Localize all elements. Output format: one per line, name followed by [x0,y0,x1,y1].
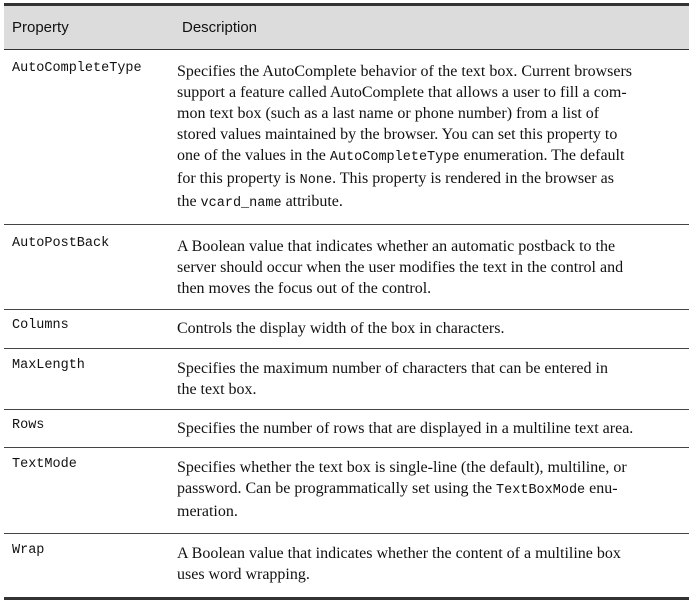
table-body: AutoCompleteType Specifies the AutoComple… [4,50,689,597]
description-line: A Boolean value that indicates whether a… [177,238,616,255]
table-row: TextMode Specifies whether the text box i… [4,448,689,534]
description-line: support a feature called AutoComplete th… [177,84,627,101]
description-line: Controls the display width of the box in… [177,320,505,337]
property-description: Controls the display width of the box in… [169,318,689,339]
inline-code: TextBoxMode [496,483,586,498]
description-text: enumeration. The default [459,147,625,164]
description-line: uses word wrapping. [177,566,310,583]
description-text: the [177,193,201,210]
header-property: Property [12,19,69,36]
table-header: Property Description [4,6,689,50]
inline-code: AutoCompleteType [329,150,460,165]
inline-code: None [299,173,333,188]
property-name: MaxLength [12,358,85,373]
description-line: server should occur when the user modifi… [177,259,624,276]
description-line: A Boolean value that indicates whether t… [177,545,621,562]
description-line: password. Can be programmatically set us… [177,478,683,501]
description-text: password. Can be programmatically set us… [177,480,497,497]
description-line: the vcard_name attribute. [177,191,683,214]
inline-code: vcard_name [200,196,282,211]
property-name: Rows [12,418,45,433]
table-row: MaxLength Specifies the maximum number of… [4,349,689,410]
header-description: Description [182,19,258,36]
property-name: AutoCompleteType [12,61,142,76]
description-text: . This property is rendered in the brows… [332,170,614,187]
property-description: A Boolean value that indicates whether t… [169,543,689,585]
property-description: Specifies the maximum number of characte… [169,358,689,400]
property-description: A Boolean value that indicates whether a… [169,236,689,299]
table-row: AutoCompleteType Specifies the AutoComple… [4,50,689,225]
description-line: meration. [177,503,238,520]
description-line: Specifies the AutoComplete behavior of t… [177,63,633,80]
description-line: mon text box (such as a last name or pho… [177,105,600,122]
description-text: one of the values in the [177,147,330,164]
property-name: Wrap [12,543,45,558]
description-text: for this property is [177,170,300,187]
description-line: Specifies whether the text box is single… [177,459,627,476]
property-description: Specifies the number of rows that are di… [169,418,689,439]
property-description: Specifies the AutoComplete behavior of t… [169,61,689,214]
table-row: Rows Specifies the number of rows that ar… [4,410,689,448]
property-name: Columns [12,318,69,333]
description-line: Specifies the maximum number of characte… [177,360,608,377]
description-text: attribute. [281,193,343,210]
description-line: then moves the focus out of the control. [177,280,432,297]
table-row: Wrap A Boolean value that indicates wheth… [4,534,689,597]
description-line: Specifies the number of rows that are di… [177,420,634,437]
description-text: enu- [585,480,618,497]
description-line: the text box. [177,381,257,398]
property-table: Property Description AutoCompleteType Spe… [4,3,689,600]
description-line: for this property is None. This property… [177,168,683,191]
table-row: AutoPostBack A Boolean value that indicat… [4,225,689,310]
description-line: one of the values in the AutoCompleteTyp… [177,145,683,168]
property-description: Specifies whether the text box is single… [169,457,689,522]
property-name: AutoPostBack [12,236,110,251]
table-row: Columns Controls the display width of the… [4,310,689,349]
description-line: stored values maintained by the browser.… [177,126,618,143]
property-name: TextMode [12,457,77,472]
